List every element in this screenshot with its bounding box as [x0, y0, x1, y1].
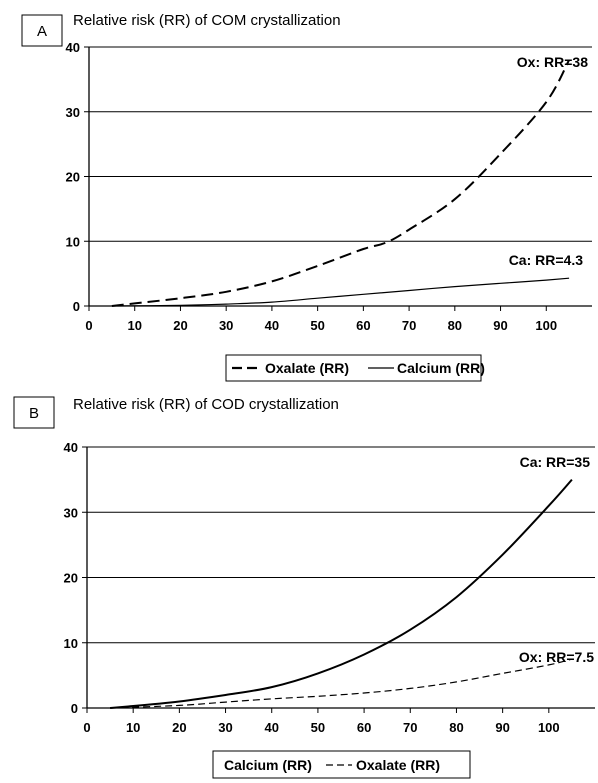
panel-b-y-tick-label-40: 40 [64, 440, 78, 455]
panel-a-x-tick-label-40: 40 [265, 318, 279, 333]
panel-a-y-tick-labels: 0 10 20 30 40 [66, 40, 80, 314]
panel-b-x-tick-label-0: 0 [83, 720, 90, 735]
panel-b-letter: B [29, 405, 39, 422]
panel-a-y-tick-label-40: 40 [66, 40, 80, 55]
panel-a-x-tick-labels: 0 10 20 30 40 50 60 70 80 90 100 [85, 318, 557, 333]
panel-a-annotation-calcium: Ca: RR=4.3 [509, 252, 584, 268]
panel-a-x-tick-label-20: 20 [173, 318, 187, 333]
panel-a-axes [84, 46, 592, 311]
panel-a-y-tick-label-10: 10 [66, 234, 80, 249]
panel-a-letter: A [37, 23, 47, 40]
panel-a-series-oxalate-line [111, 59, 570, 307]
panel-b-x-tick-label-40: 40 [264, 720, 278, 735]
panel-b-legend-label-oxalate: Oxalate (RR) [356, 757, 440, 773]
panel-a-x-tick-label-80: 80 [448, 318, 462, 333]
panel-b-legend-label-calcium: Calcium (RR) [224, 757, 312, 773]
panel-a-y-tick-label-20: 20 [66, 170, 80, 185]
panel-b-y-tick-label-30: 30 [64, 505, 78, 520]
panel-b-x-tick-label-50: 50 [311, 720, 325, 735]
panel-a-y-tick-label-30: 30 [66, 105, 80, 120]
panel-a-x-tick-label-0: 0 [85, 318, 92, 333]
panel-a-series-calcium-line [111, 277, 570, 307]
panel-b-y-tick-label-10: 10 [64, 636, 78, 651]
panel-b-series-oxalate-line [110, 658, 573, 709]
panel-a-legend-label-oxalate: Oxalate (RR) [265, 360, 349, 376]
panel-a-label-box [21, 14, 63, 47]
panel-a: A Relative risk (RR) of COM crystallizat… [21, 12, 592, 382]
panel-b-series [110, 478, 573, 709]
panel-b-axes [82, 446, 595, 713]
panel-a-x-tick-label-50: 50 [310, 318, 324, 333]
panel-b-annotation-oxalate: Ox: RR=7.5 [519, 649, 594, 665]
panel-b-x-tick-label-60: 60 [357, 720, 371, 735]
panel-b-series-calcium-line [110, 478, 573, 709]
panel-b-x-tick-labels: 0 10 20 30 40 50 60 70 80 90 100 [83, 720, 559, 735]
panel-a-gridlines [89, 46, 592, 242]
panel-b-annotation-calcium: Ca: RR=35 [520, 454, 591, 470]
panel-b: B Relative risk (RR) of COD crystallizat… [13, 396, 595, 779]
panel-b-y-tick-label-20: 20 [64, 571, 78, 586]
panel-a-legend-box [225, 354, 482, 382]
panel-b-x-tick-label-30: 30 [218, 720, 232, 735]
panel-a-x-tick-label-30: 30 [219, 318, 233, 333]
panel-a-y-tick-label-0: 0 [73, 299, 80, 314]
panel-a-title: Relative risk (RR) of COM crystallizatio… [73, 12, 341, 29]
panel-a-x-tick-label-10: 10 [127, 318, 141, 333]
panel-b-gridlines [87, 446, 595, 644]
panel-b-legend: Calcium (RR) Oxalate (RR) [212, 750, 471, 779]
panel-b-x-tick-label-20: 20 [172, 720, 186, 735]
panel-b-y-tick-labels: 0 10 20 30 40 [64, 440, 78, 716]
panel-b-y-tick-label-0: 0 [71, 701, 78, 716]
panel-a-annotation-oxalate: Ox: RR=38 [517, 54, 588, 70]
panel-b-x-tick-label-100: 100 [538, 720, 560, 735]
panel-b-label-box [13, 396, 55, 429]
panel-b-x-tick-label-80: 80 [449, 720, 463, 735]
panel-a-legend-label-calcium: Calcium (RR) [397, 360, 485, 376]
panel-a-x-tick-label-100: 100 [535, 318, 557, 333]
panel-b-x-tick-label-70: 70 [403, 720, 417, 735]
panel-a-x-tick-label-90: 90 [493, 318, 507, 333]
panel-b-x-tick-label-90: 90 [495, 720, 509, 735]
panel-a-x-tick-label-70: 70 [402, 318, 416, 333]
panel-a-legend: Oxalate (RR) Calcium (RR) [225, 354, 485, 382]
panel-b-x-tick-label-10: 10 [126, 720, 140, 735]
panel-a-series [111, 59, 570, 307]
panel-b-title: Relative risk (RR) of COD crystallizatio… [73, 396, 339, 413]
panel-a-x-tick-label-60: 60 [356, 318, 370, 333]
